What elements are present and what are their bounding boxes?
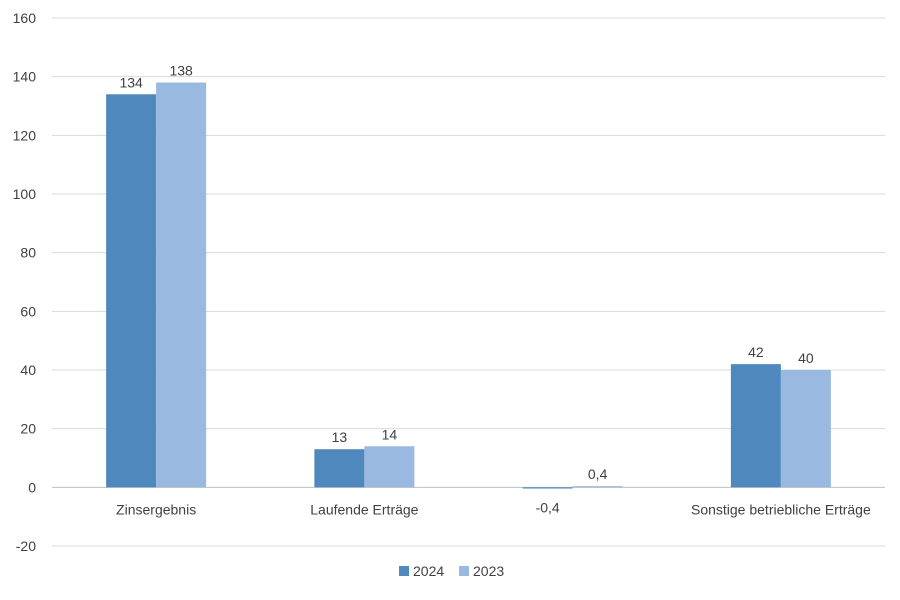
bar-2024-2 xyxy=(522,487,573,489)
y-tick-label: -20 xyxy=(16,538,36,554)
bar-2024-1 xyxy=(314,449,365,488)
y-tick-label: 140 xyxy=(13,69,37,85)
y-axis-ticks: -20 0 20 40 60 80 100 120 140 160 xyxy=(13,10,37,554)
data-label: 13 xyxy=(332,429,348,445)
legend: 2024 2023 xyxy=(399,563,504,579)
y-tick-label: 40 xyxy=(20,362,36,378)
x-axis-categories: Zinsergebnis Laufende Erträge Sonstige bet… xyxy=(116,501,871,517)
data-label: -0,4 xyxy=(536,500,560,516)
legend-swatch xyxy=(399,566,409,576)
data-label: 0,4 xyxy=(588,466,608,482)
bar-2023-1 xyxy=(364,446,415,488)
y-tick-label: 60 xyxy=(20,303,36,319)
y-tick-label: 100 xyxy=(13,186,37,202)
data-label: 40 xyxy=(798,350,814,366)
bar-2023-2 xyxy=(572,486,623,488)
bar-2024-3 xyxy=(730,364,781,488)
category-label: Laufende Erträge xyxy=(310,501,418,517)
legend-swatch xyxy=(459,566,469,576)
legend-label: 2023 xyxy=(473,563,504,579)
bar-2023-3 xyxy=(780,370,831,488)
data-label: 138 xyxy=(169,63,193,79)
category-label: Sonstige betriebliche Erträge xyxy=(691,501,871,517)
y-tick-label: 160 xyxy=(13,10,37,26)
data-labels: 134 138 13 14 -0,4 0,4 42 40 xyxy=(119,63,813,516)
bars xyxy=(106,82,831,489)
y-tick-label: 0 xyxy=(28,479,36,495)
data-label: 42 xyxy=(748,344,764,360)
bar-2024-0 xyxy=(106,94,157,488)
y-tick-label: 20 xyxy=(20,421,36,437)
data-label: 14 xyxy=(382,426,398,442)
category-label: Zinsergebnis xyxy=(116,501,196,517)
y-tick-label: 80 xyxy=(20,245,36,261)
data-label: 134 xyxy=(119,74,143,90)
legend-label: 2024 xyxy=(413,563,444,579)
bar-2023-0 xyxy=(156,82,207,488)
y-tick-label: 120 xyxy=(13,127,37,143)
